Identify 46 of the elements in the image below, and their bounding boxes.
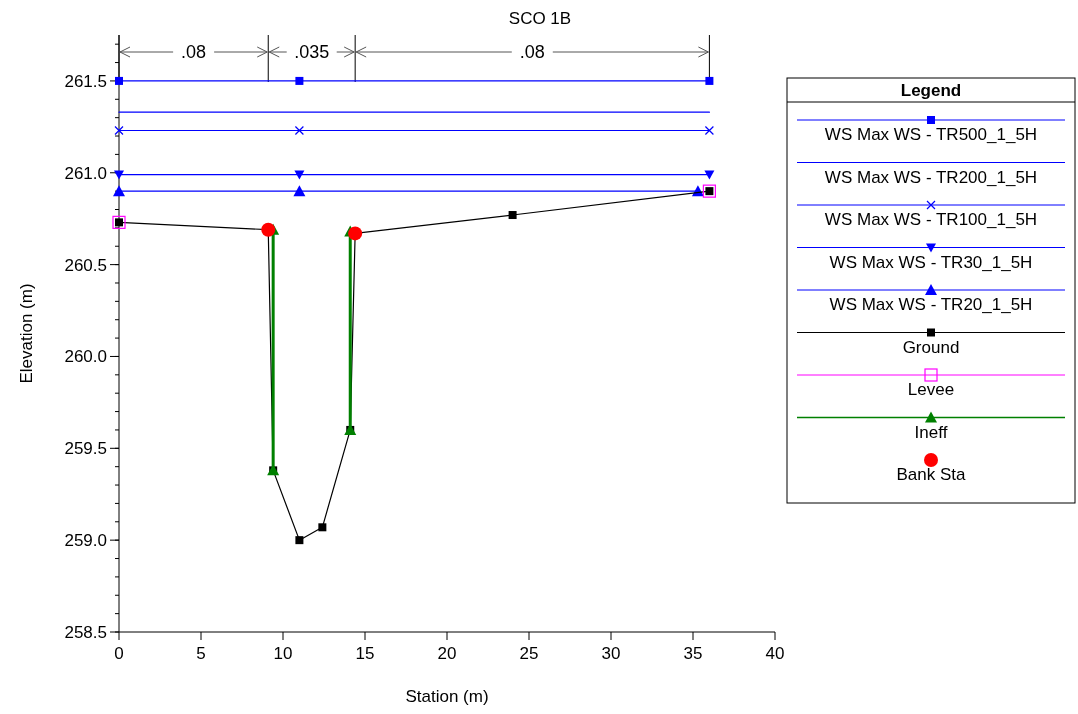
x-tick-label: 35 xyxy=(683,644,703,663)
x-tick-label: 40 xyxy=(765,644,785,663)
annotation: .08 xyxy=(519,42,545,63)
chart-title: SCO 1B xyxy=(508,9,572,28)
legend-label: WS Max WS - TR100_1_5H xyxy=(824,210,1038,229)
x-tick-label: 15 xyxy=(355,644,375,663)
y-axis-title: Elevation (m) xyxy=(17,283,36,384)
x-tick-label: 25 xyxy=(519,644,539,663)
y-tick-label: 258.5 xyxy=(64,622,107,642)
x-tick-label: 10 xyxy=(273,644,293,663)
point xyxy=(294,170,305,180)
x-axis-title: Station (m) xyxy=(405,687,489,706)
legend-label: Ground xyxy=(902,337,960,357)
legend-title: Legend xyxy=(900,81,962,100)
annotation: .035 xyxy=(294,42,330,63)
point xyxy=(318,523,327,532)
y-tick-label: 261.5 xyxy=(64,71,107,91)
y-tick-label: 260.0 xyxy=(64,347,107,367)
y-tick-label: 259.5 xyxy=(64,439,107,459)
x-tick-label: 20 xyxy=(437,644,457,663)
point xyxy=(114,170,124,180)
point xyxy=(705,76,714,85)
y-tick-label: 261.0 xyxy=(64,163,107,183)
legend-label: Levee xyxy=(907,380,955,399)
point xyxy=(704,125,714,136)
x-tick-label: 5 xyxy=(196,644,206,663)
legend-label: Bank Sta xyxy=(896,465,967,484)
legend-label: WS Max WS - TR30_1_5H xyxy=(829,252,1033,272)
point xyxy=(295,536,304,545)
point xyxy=(113,185,125,197)
x-tick-label: 30 xyxy=(601,644,621,663)
legend-label: Ineff xyxy=(914,422,948,442)
text: WS Max WS - TR200_1_5H xyxy=(824,167,1038,187)
y-tick-label: 260.5 xyxy=(64,255,107,275)
point xyxy=(115,76,123,85)
point xyxy=(295,76,304,85)
x-tick-label: 0 xyxy=(114,644,124,663)
point xyxy=(114,125,124,136)
annotation: .08 xyxy=(181,42,207,63)
point xyxy=(293,185,306,197)
y-tick-label: 259.0 xyxy=(64,531,107,551)
legend-label: WS Max WS - TR20_1_5H xyxy=(829,295,1033,314)
point xyxy=(508,211,517,220)
point xyxy=(294,125,304,136)
legend-label: WS Max WS - TR500_1_5H xyxy=(824,125,1038,144)
point xyxy=(704,170,715,180)
